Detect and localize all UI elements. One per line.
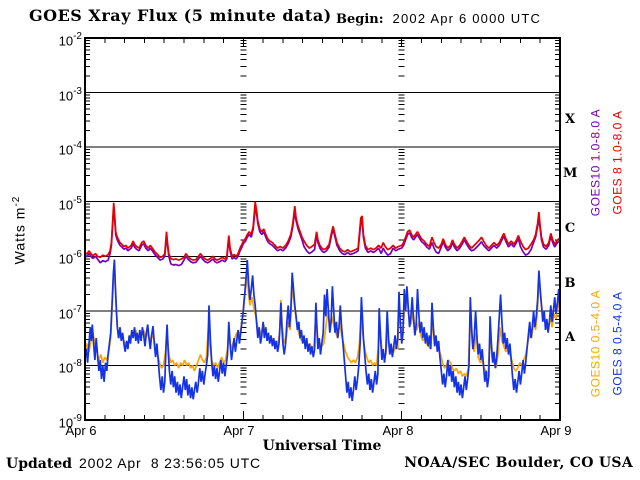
x-tick-apr7: Apr 7 (223, 423, 255, 438)
y-tick-1e-5: 10-5 (58, 195, 82, 213)
credit-text: NOAA/SEC Boulder, CO USA (404, 455, 633, 471)
flare-class-a: A (564, 330, 576, 345)
legend-goes8-long: GOES 8 1.0-8.0 A (610, 110, 625, 215)
updated-label: Updated (6, 456, 73, 472)
legend-goes8-short: GOES 8 0.5-4.0 A (610, 291, 625, 396)
y-tick-1e-7: 10-7 (58, 304, 82, 322)
x-tick-apr8: Apr 8 (382, 423, 414, 438)
begin-value: 2002 Apr 6 0000 UTC (392, 11, 542, 26)
begin-time: Begin: 2002 Apr 6 0000 UTC (336, 11, 541, 27)
page-title: GOES Xray Flux (5 minute data) (29, 6, 332, 25)
flare-class-x: X (564, 112, 576, 127)
series-goes10-1-0-8-0-a (84, 208, 561, 267)
series-goes-8-1-0-8-0-a (84, 201, 561, 261)
flare-class-c: C (564, 221, 576, 236)
y-tick-1e-4: 10-4 (58, 140, 82, 158)
x-tick-apr9: Apr 9 (540, 423, 572, 438)
series-goes-8-0-5-4-0-a (84, 259, 561, 402)
flare-class-b: B (564, 276, 576, 291)
y-tick-1e-3: 10-3 (58, 86, 82, 104)
y-tick-1e-2: 10-2 (58, 31, 82, 49)
legend-goes10-short: GOES10 0.5-4.0 A (588, 289, 603, 398)
x-tick-apr6: Apr 6 (65, 423, 97, 438)
begin-label: Begin: (336, 12, 384, 27)
x-axis-label: Universal Time (262, 438, 382, 454)
updated-timestamp: Updated 2002 Apr 8 23:56:05 UTC (6, 455, 261, 472)
flare-class-m: M (563, 166, 578, 181)
y-tick-1e-8: 10-8 (58, 358, 82, 376)
plot-border (84, 37, 561, 421)
y-axis-label: Watts m-2 (11, 195, 28, 265)
y-tick-1e-6: 10-6 (58, 249, 82, 267)
legend-goes10-long: GOES10 1.0-8.0 A (588, 108, 603, 217)
y-tick-1e-9: 10-9 (58, 413, 82, 431)
updated-value: 2002 Apr 8 23:56:05 UTC (79, 455, 261, 471)
